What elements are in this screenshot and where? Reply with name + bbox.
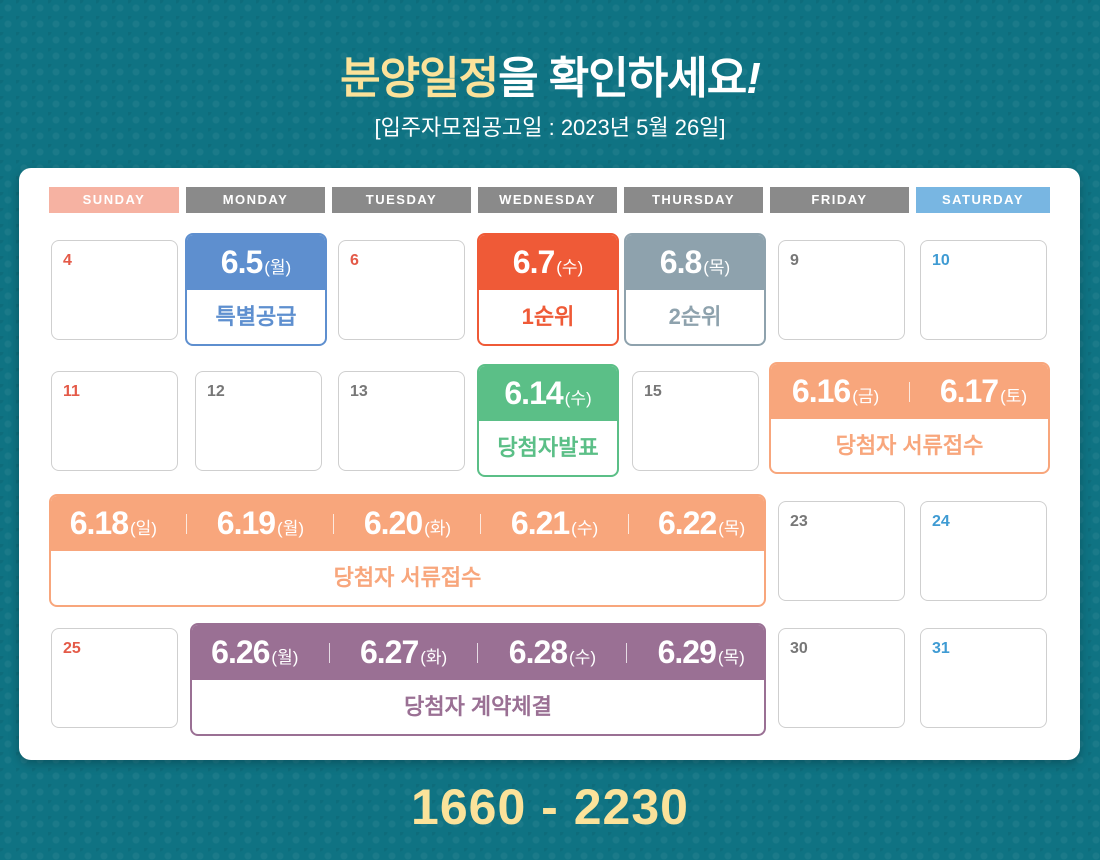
event-dates: 6.18 (일) 6.19 (월) 6.20 (화) 6.21 (수) 6.22 (목) [51,496,764,551]
event-weekday: (목) [717,648,745,667]
event-date: 6.27 [359,634,419,670]
event-date: 6.28 [508,634,568,670]
contact-phone-number[interactable]: 1660 - 2230 [411,779,689,835]
day-cell-11: 11 [51,371,178,471]
event-dates: 6.7 (수) [479,235,617,290]
day-header-saturday: SATURDAY [916,187,1050,213]
day-cell-9: 9 [778,240,905,340]
day-cell-15: 15 [632,371,759,471]
event-date: 6.18 [69,505,129,541]
date-separator [480,513,482,534]
day-cell-10: 10 [920,240,1047,340]
day-cell-24: 24 [920,501,1047,601]
event-weekday: (목) [718,519,746,538]
day-number: 11 [63,383,80,400]
day-cell-25: 25 [51,628,178,728]
event-weekday: (화) [420,648,448,667]
event-document-submission-1: 6.16 (금) 6.17 (토) 당첨자 서류접수 [769,362,1050,474]
event-date: 6.29 [657,634,717,670]
event-weekday: (목) [703,258,731,277]
event-weekday: (수) [556,258,584,277]
event-weekday: (일) [129,519,157,538]
day-number: 9 [790,252,799,269]
day-number: 25 [63,640,81,657]
date-separator [186,513,188,534]
day-number: 30 [790,640,808,657]
day-cell-31: 31 [920,628,1047,728]
event-weekday: (수) [569,648,597,667]
event-date: 6.17 [939,373,999,409]
date-separator [328,642,330,663]
day-cell-23: 23 [778,501,905,601]
event-weekday: (토) [1000,387,1028,406]
day-number: 4 [63,252,72,269]
event-date: 6.7 [512,244,555,280]
event-weekday: (월) [271,648,299,667]
day-cell-30: 30 [778,628,905,728]
day-number: 12 [207,383,225,400]
event-label: 2순위 [668,304,722,329]
event-weekday: (수) [571,519,599,538]
event-date: 6.21 [510,505,570,541]
date-separator [908,381,910,402]
event-weekday: (금) [852,387,880,406]
day-header-tuesday: TUESDAY [332,187,471,213]
day-number: 23 [790,513,808,530]
date-separator [627,513,629,534]
event-winner-announcement: 6.14 (수) 당첨자발표 [477,364,619,477]
event-label: 1순위 [521,304,575,329]
event-date: 6.22 [657,505,717,541]
event-weekday: (화) [424,519,452,538]
day-number: 10 [932,252,950,269]
event-date: 6.19 [216,505,276,541]
date-separator [477,642,479,663]
day-header-friday: FRIDAY [770,187,909,213]
event-first-priority: 6.7 (수) 1순위 [477,233,619,346]
title-rest: 을 확인하세요 [498,54,747,103]
event-dates: 6.16 (금) 6.17 (토) [771,364,1048,419]
event-weekday: (월) [277,519,305,538]
event-dates: 6.14 (수) [479,366,617,421]
event-date: 6.14 [504,375,563,411]
event-document-submission-2: 6.18 (일) 6.19 (월) 6.20 (화) 6.21 (수) 6.22 (목) … [49,494,766,607]
day-cell-12: 12 [195,371,322,471]
day-cell-4: 4 [51,240,178,340]
event-contract-signing: 6.26 (월) 6.27 (화) 6.28 (수) 6.29 (목) 당첨자 계약체결 [190,623,766,736]
event-label: 특별공급 [215,304,297,329]
event-date: 6.26 [211,634,270,670]
day-number: 6 [350,252,359,269]
event-second-priority: 6.8 (목) 2순위 [624,233,766,346]
date-separator [626,642,628,663]
event-date: 6.8 [659,244,702,280]
event-label: 당첨자발표 [497,435,599,460]
date-separator [333,513,335,534]
day-cell-13: 13 [338,371,465,471]
day-header-thursday: THURSDAY [624,187,763,213]
page-title: 분양일정을 확인하세요! [0,42,1100,106]
day-header-wednesday: WEDNESDAY [478,187,617,213]
day-header-monday: MONDAY [186,187,325,213]
day-number: 31 [932,640,950,657]
event-weekday: (수) [564,389,592,408]
day-number: 13 [350,383,368,400]
event-date: 6.5 [220,244,263,280]
event-weekday: (월) [264,258,292,277]
title-exclamation: ! [746,54,761,103]
event-label: 당첨자 서류접수 [835,433,984,458]
event-label: 당첨자 서류접수 [333,565,482,590]
day-number: 24 [932,513,950,530]
day-cell-6: 6 [338,240,465,340]
day-number: 15 [644,383,662,400]
announcement-date: [입주자모집공고일 : 2023년 5월 26일] [374,115,726,140]
event-dates: 6.26 (월) 6.27 (화) 6.28 (수) 6.29 (목) [192,625,764,680]
event-dates: 6.5 (월) [187,235,325,290]
title-highlight: 분양일정 [340,54,499,103]
event-date: 6.16 [791,373,851,409]
event-label: 당첨자 계약체결 [404,694,552,719]
event-dates: 6.8 (목) [626,235,764,290]
day-header-sunday: SUNDAY [49,187,179,213]
event-special-supply: 6.5 (월) 특별공급 [185,233,327,346]
event-date: 6.20 [363,505,423,541]
